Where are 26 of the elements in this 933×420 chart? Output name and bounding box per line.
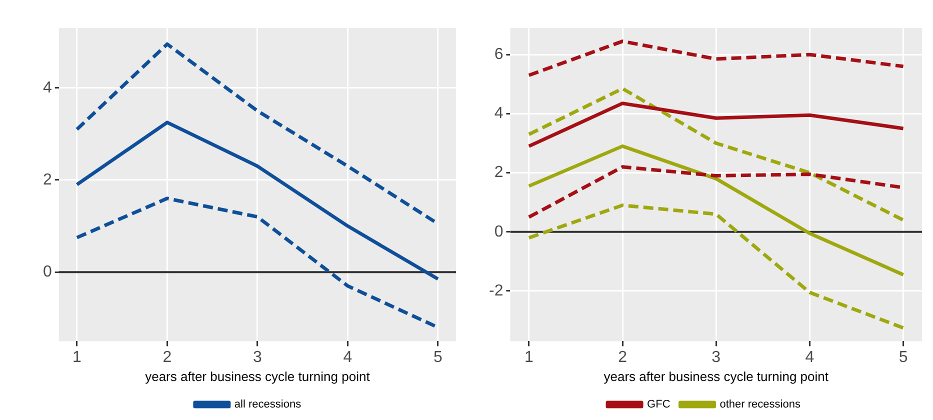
- x-tick-label: 4: [805, 349, 814, 366]
- x-axis-title: years after business cycle turning point: [145, 368, 370, 384]
- x-tick-label: 1: [72, 349, 82, 366]
- x-tick-label: 3: [712, 349, 721, 366]
- y-tick-label: 4: [42, 79, 52, 96]
- x-tick-label: 5: [898, 349, 908, 366]
- x-tick-label: 4: [343, 349, 352, 366]
- legend-label: GFC: [647, 398, 670, 411]
- x-axis-title: years after business cycle turning point: [604, 368, 829, 384]
- legend-label: other recessions: [720, 398, 801, 411]
- legend-label: all recessions: [234, 398, 302, 411]
- line-series: [527, 40, 906, 78]
- x-tick-label: 3: [252, 349, 262, 366]
- y-tick-label: 4: [494, 105, 504, 122]
- line-series: [527, 204, 906, 330]
- x-tick-label: 2: [162, 349, 172, 366]
- y-tick-label: 0: [42, 264, 52, 281]
- x-tick-label: 2: [618, 349, 628, 366]
- y-tick-label: 6: [494, 46, 504, 63]
- y-tick-label: 0: [494, 223, 504, 240]
- y-tick-label: 2: [42, 171, 52, 188]
- x-tick-label: 1: [524, 349, 534, 366]
- line-series: [527, 86, 906, 222]
- y-tick-label: -2: [488, 282, 504, 300]
- y-tick-label: 2: [494, 164, 504, 182]
- x-tick-label: 5: [433, 349, 442, 366]
